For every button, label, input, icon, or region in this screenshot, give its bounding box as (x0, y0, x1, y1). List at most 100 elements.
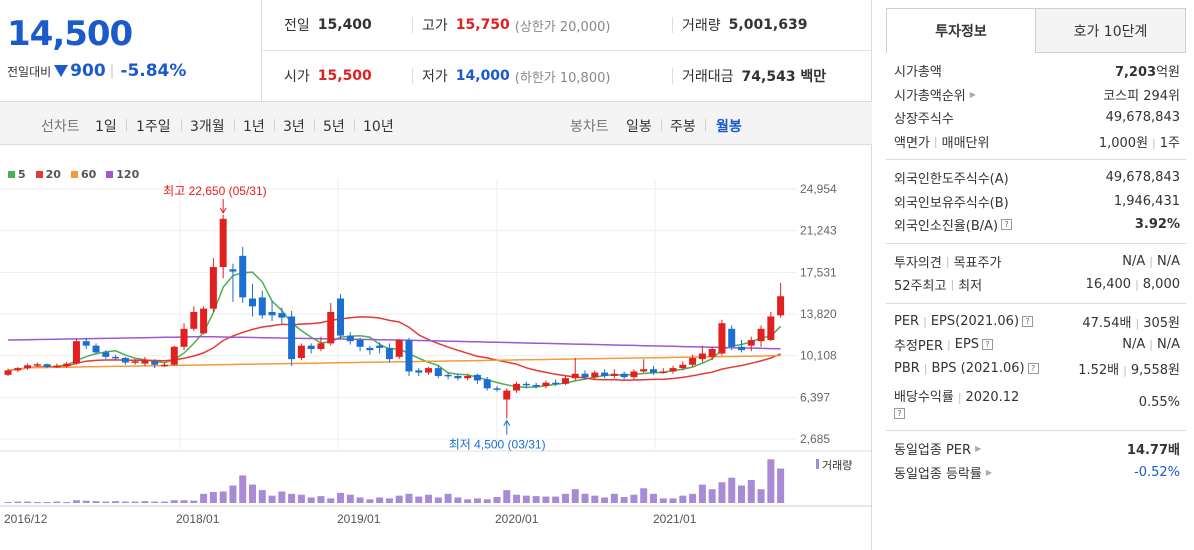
candle-body (777, 296, 785, 316)
volume-bar (376, 497, 384, 503)
candle-body (591, 372, 599, 378)
volume-bar (542, 496, 550, 503)
period-1d[interactable]: 1일 (95, 119, 117, 135)
row-52week: 52주최고 | 최저 16,400 | 8,000 (894, 277, 1180, 295)
caret-right-icon: ▶ (969, 89, 976, 99)
period-1w[interactable]: 1주일 (136, 119, 171, 135)
high-annotation: 최고 22,650 (05/31) (163, 184, 266, 198)
volume-bar (219, 491, 227, 503)
row-pbr-bps: PBR | BPS (2021.06)? 1.52배 | 9,558원 (894, 360, 1180, 378)
volume-bar (141, 501, 149, 503)
moving-average-legend: 5 20 60 120 (8, 168, 139, 181)
candle-body (268, 311, 276, 316)
volume-bar (620, 497, 628, 503)
period-5y[interactable]: 5년 (323, 119, 345, 135)
volume-bar (337, 492, 345, 503)
help-icon[interactable]: ? (1027, 362, 1039, 374)
volume-bar (405, 493, 413, 503)
row-par-value: 액면가 | 매매단위 1,000원 | 1주 (894, 134, 1180, 151)
low-annotation: 최저 4,500 (03/31) (449, 438, 546, 452)
candle-body (601, 372, 609, 376)
volume-bar (591, 495, 599, 503)
ma60-line (7, 354, 781, 372)
period-1y[interactable]: 1년 (243, 119, 265, 135)
y-tick-label: 24,954 (800, 182, 837, 196)
volume-bar (464, 499, 472, 503)
stat-volume: 거래량 5,001,639 (672, 17, 807, 34)
period-10y[interactable]: 10년 (363, 119, 394, 135)
volume-bar (190, 500, 198, 503)
period-3m[interactable]: 3개월 (190, 119, 225, 135)
volume-bar (738, 485, 745, 503)
x-tick-label: 2016/12 (4, 512, 48, 526)
row-industry-per[interactable]: 동일업종 PER ▶ 14.77배 (894, 443, 1180, 459)
volume-bar (327, 498, 335, 503)
volume-bar (249, 484, 256, 503)
volume-label: 거래량 (822, 459, 852, 472)
row-per-eps: PER | EPS(2021.06)? 47.54배 | 305원 (894, 313, 1180, 331)
y-tick-label: 10,108 (800, 349, 837, 363)
info-section-market: 시가총액 7,203억원 시가총액순위 ▶ 코스피 294위 상장주식수 49,6… (886, 53, 1186, 159)
change-label: 전일대비 (7, 64, 52, 79)
info-section-foreign: 외국인한도주식수(A) 49,678,843 외국인보유주식수(B) 1,946… (886, 159, 1186, 243)
stat-prev-close: 전일 15,400 (284, 17, 372, 34)
volume-bar (239, 475, 247, 503)
volume-bar (532, 496, 540, 503)
help-icon[interactable]: ? (1001, 219, 1013, 231)
candle-body (160, 364, 168, 367)
candle-body (376, 345, 384, 348)
volume-bar (112, 501, 120, 503)
row-foreign-rate: 외국인소진율(B/A)? 3.92% (894, 217, 1180, 235)
volume-bar (200, 493, 208, 503)
candle-body (346, 335, 354, 342)
x-tick-label: 2020/01 (495, 512, 539, 526)
change-rate: -5.84% (120, 61, 187, 81)
volume-bar (180, 500, 188, 503)
stat-row-1: 전일 15,400 고가 15,750 (상한가 20,000) 거래량 5,0… (262, 0, 872, 51)
change-amount: 900 (70, 61, 106, 81)
tab-quote-10[interactable]: 호가 10단계 (1036, 8, 1186, 53)
price-chart[interactable]: 5 20 60 120 24,954 21,243 17,531 13,820 10,1… (0, 145, 872, 550)
volume-bar (53, 501, 61, 503)
row-market-cap-rank[interactable]: 시가총액순위 ▶ 코스피 294위 (894, 88, 1180, 104)
tab-invest-info[interactable]: 투자정보 (886, 8, 1036, 53)
period-3y[interactable]: 3년 (283, 119, 305, 135)
volume-bar (649, 493, 657, 503)
legend-ma60: 60 (70, 168, 96, 181)
volume-bar (630, 494, 638, 503)
caret-right-icon: ▶ (985, 467, 993, 477)
x-tick-label: 2021/01 (653, 512, 697, 526)
x-tick-label: 2018/01 (176, 512, 220, 526)
legend-ma5: 5 (8, 168, 26, 181)
candle-body (738, 346, 745, 351)
volume-bar (288, 493, 296, 503)
volume-bar (82, 500, 90, 503)
candle-body (43, 364, 51, 367)
candle-body (239, 255, 247, 298)
candle-monthly[interactable]: 월봉 (716, 119, 742, 135)
volume-bar (209, 491, 217, 503)
candle-body (561, 378, 569, 384)
candle-body (649, 369, 657, 373)
volume-bar (170, 500, 178, 503)
candle-body (708, 349, 716, 357)
candlestick-chart-svg: 24,954 21,243 17,531 13,820 10,108 6,397 2,685… (0, 179, 872, 526)
candle-body (278, 313, 286, 318)
candle-body (82, 341, 90, 346)
row-listed-shares: 상장주식수 49,678,843 (894, 110, 1180, 128)
volume-bar (131, 501, 139, 503)
candle-weekly[interactable]: 주봉 (670, 119, 696, 135)
candle-daily[interactable]: 일봉 (626, 119, 652, 135)
row-industry-rate[interactable]: 동일업종 등락률 ▶ -0.52% (894, 464, 1180, 482)
help-icon[interactable]: ? (1022, 315, 1034, 327)
volume-bar (92, 501, 100, 503)
down-triangle-icon (54, 65, 69, 77)
row-est-per: 추정PER | EPS? N/A | N/A (894, 337, 1180, 355)
help-icon[interactable]: ? (982, 339, 994, 351)
candle-body (63, 363, 71, 366)
candle-body (307, 345, 315, 350)
legend-ma20: 20 (35, 168, 61, 181)
candle-chart-label: 봉차트 (570, 119, 609, 135)
candle-body (200, 308, 208, 334)
help-icon[interactable]: ? (894, 407, 905, 419)
